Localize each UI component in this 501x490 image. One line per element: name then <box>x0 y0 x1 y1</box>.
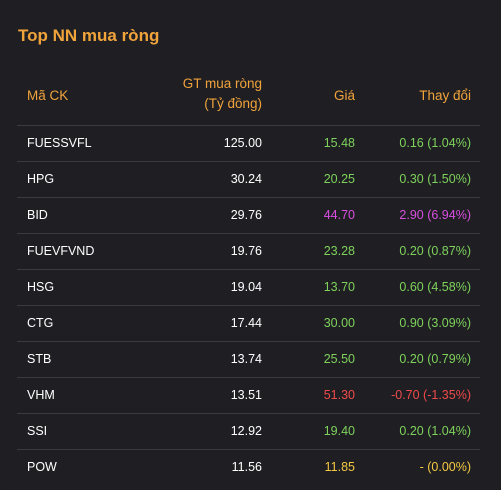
net-buy-value: 13.74 <box>230 352 262 366</box>
price: 23.28 <box>323 244 355 258</box>
price-change: 0.20 (1.04%) <box>399 424 471 438</box>
price-change: 0.60 (4.58%) <box>399 280 471 294</box>
price: 19.40 <box>323 424 355 438</box>
price-change: - (0.00%) <box>419 460 471 474</box>
price: 15.48 <box>323 136 355 150</box>
stock-code: HSG <box>27 280 55 294</box>
table-row[interactable]: FUEVFVND 19.76 23.28 0.20 (0.87%) <box>17 234 480 270</box>
net-buy-value: 125.00 <box>223 136 262 150</box>
header-net-buy-value-label: GT mua ròng <box>182 76 262 91</box>
price-change: 0.20 (0.87%) <box>399 244 471 258</box>
net-buy-value: 19.76 <box>230 244 262 258</box>
price-change: 0.16 (1.04%) <box>399 136 471 150</box>
price-change: -0.70 (-1.35%) <box>391 388 471 402</box>
stock-code: HPG <box>27 172 55 186</box>
table-row[interactable]: VHM 13.51 51.30 -0.70 (-1.35%) <box>17 378 480 414</box>
net-buy-value: 17.44 <box>230 316 262 330</box>
stock-code: SSI <box>27 424 48 438</box>
stock-code: FUEVFVND <box>27 244 95 258</box>
table-row[interactable]: HPG 30.24 20.25 0.30 (1.50%) <box>17 162 480 198</box>
table-header: Mã CK GT mua ròng (Tỷ đồng) Giá Thay đổi <box>17 72 480 126</box>
header-price: Giá <box>333 88 355 103</box>
header-stock-code: Mã CK <box>27 88 69 103</box>
net-buy-value: 11.56 <box>231 460 262 474</box>
stock-code: STB <box>27 352 52 366</box>
price-change: 2.90 (6.94%) <box>399 208 471 222</box>
table-row[interactable]: CTG 17.44 30.00 0.90 (3.09%) <box>17 306 480 342</box>
table-row[interactable]: SSI 12.92 19.40 0.20 (1.04%) <box>17 414 480 450</box>
net-buy-value: 12.92 <box>230 424 262 438</box>
net-buy-value: 13.51 <box>230 388 262 402</box>
stock-code: BID <box>27 208 48 222</box>
price-change: 0.90 (3.09%) <box>399 316 471 330</box>
price: 20.25 <box>323 172 355 186</box>
price: 25.50 <box>323 352 355 366</box>
net-buy-value: 19.04 <box>230 280 262 294</box>
stock-code: CTG <box>27 316 54 330</box>
price: 51.30 <box>323 388 355 402</box>
price-change: 0.20 (0.79%) <box>399 352 471 366</box>
table-row[interactable]: STB 13.74 25.50 0.20 (0.79%) <box>17 342 480 378</box>
header-net-buy-value-unit: (Tỷ đồng) <box>204 96 262 111</box>
stock-code: FUESSVFL <box>27 136 92 150</box>
table-row[interactable]: HSG 19.04 13.70 0.60 (4.58%) <box>17 270 480 306</box>
stock-code: VHM <box>27 388 55 402</box>
net-buy-table: Mã CK GT mua ròng (Tỷ đồng) Giá Thay đổi… <box>17 72 480 485</box>
panel-title: Top NN mua ròng <box>18 26 160 45</box>
header-change: Thay đổi <box>419 88 471 103</box>
header-net-buy-value: GT mua ròng (Tỷ đồng) <box>183 74 262 114</box>
stock-code: POW <box>27 460 57 474</box>
price: 11.85 <box>324 460 355 474</box>
price: 30.00 <box>323 316 355 330</box>
price-change: 0.30 (1.50%) <box>399 172 471 186</box>
table-row[interactable]: BID 29.76 44.70 2.90 (6.94%) <box>17 198 480 234</box>
price: 44.70 <box>323 208 355 222</box>
table-row[interactable]: POW 11.56 11.85 - (0.00%) <box>17 450 480 485</box>
table-row[interactable]: FUESSVFL 125.00 15.48 0.16 (1.04%) <box>17 126 480 162</box>
net-buy-value: 30.24 <box>230 172 262 186</box>
table-body: FUESSVFL 125.00 15.48 0.16 (1.04%) HPG 30.24 2… <box>17 126 480 485</box>
price: 13.70 <box>323 280 355 294</box>
net-buy-value: 29.76 <box>230 208 262 222</box>
